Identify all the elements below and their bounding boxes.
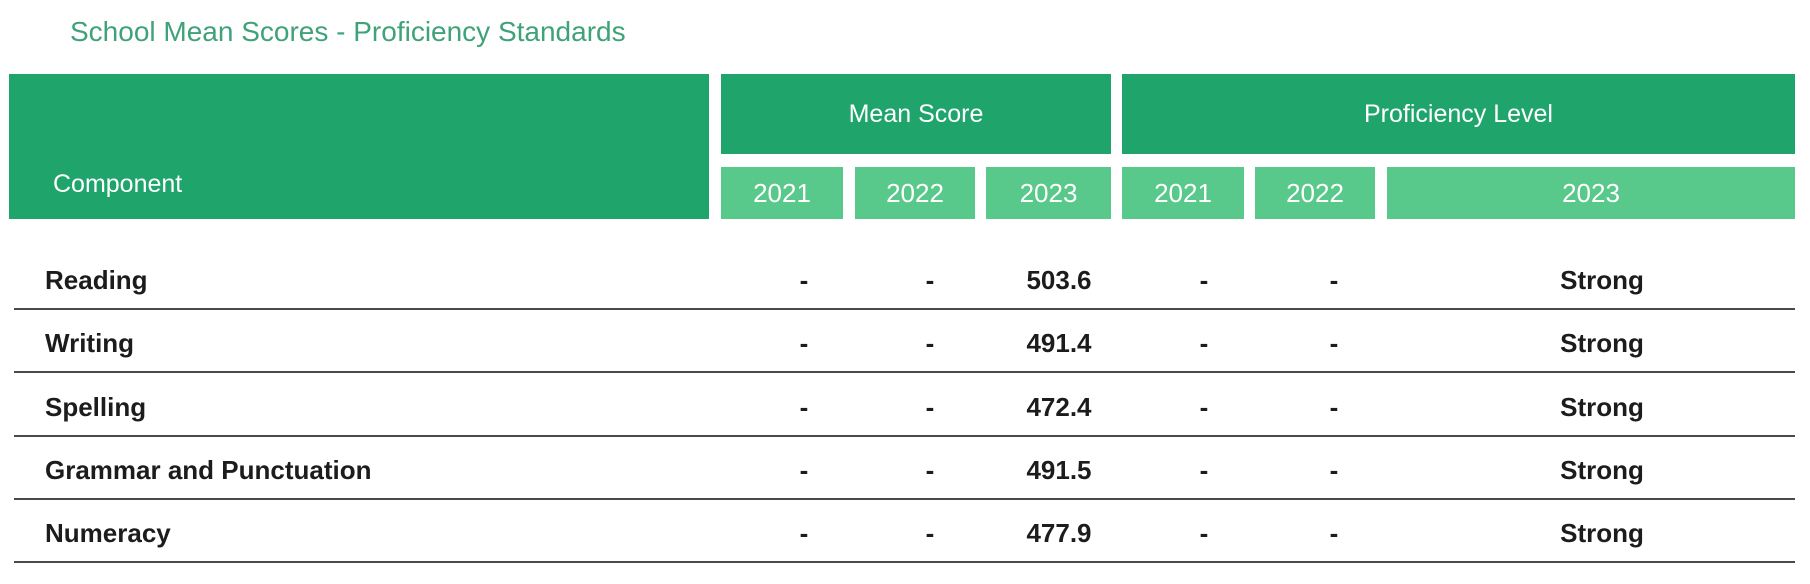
mean-2022-header: 2022 [855, 167, 975, 219]
page-title: School Mean Scores - Proficiency Standar… [70, 16, 626, 47]
prof-2023-value: Strong [1560, 517, 1644, 548]
prof-2021-value: - [1199, 327, 1209, 358]
mean-2022-value: - [925, 327, 935, 358]
component-name: Numeracy [45, 517, 171, 548]
prof-2021-value: - [1199, 391, 1209, 422]
component-name: Writing [45, 327, 135, 358]
table-row: Writing - - 491.4 - - Strong [14, 313, 1795, 373]
prof-2023-header: 2023 [1387, 167, 1795, 219]
mean-2023-value: 477.9 [1026, 517, 1092, 548]
mean-2022-value: - [925, 391, 935, 422]
mean-2023-value: 472.4 [1026, 391, 1092, 422]
mean-2021-value: - [799, 454, 809, 485]
component-name: Spelling [45, 391, 147, 422]
mean-2021-value: - [799, 264, 809, 295]
proficiency-level-group-header: Proficiency Level [1122, 74, 1795, 154]
table-row: Reading - - 503.6 - - Strong [14, 250, 1795, 310]
mean-2022-value: - [925, 264, 935, 295]
table-row: Grammar and Punctuation - - 491.5 - - St… [14, 440, 1795, 500]
prof-2022-header: 2022 [1255, 167, 1375, 219]
mean-2023-header: 2023 [986, 167, 1111, 219]
mean-2023-value: 491.5 [1026, 454, 1092, 485]
prof-2023-value: Strong [1560, 264, 1644, 295]
mean-2021-value: - [799, 517, 809, 548]
mean-2023-value: 491.4 [1026, 327, 1092, 358]
prof-2021-value: - [1199, 264, 1209, 295]
table-row: Spelling - - 472.4 - - Strong [14, 377, 1795, 437]
prof-2022-value: - [1329, 327, 1339, 358]
mean-2023-value: 503.6 [1026, 264, 1092, 295]
mean-2021-header: 2021 [721, 167, 843, 219]
component-column-header: Component [9, 74, 709, 219]
prof-2022-value: - [1329, 454, 1339, 485]
prof-2022-value: - [1329, 264, 1339, 295]
component-name: Grammar and Punctuation [45, 454, 372, 485]
prof-2022-value: - [1329, 517, 1339, 548]
prof-2023-value: Strong [1560, 454, 1644, 485]
mean-score-group-header: Mean Score [721, 74, 1111, 154]
prof-2021-value: - [1199, 517, 1209, 548]
prof-2021-header: 2021 [1122, 167, 1244, 219]
mean-2021-value: - [799, 327, 809, 358]
prof-2021-value: - [1199, 454, 1209, 485]
mean-2021-value: - [799, 391, 809, 422]
mean-2022-value: - [925, 517, 935, 548]
component-name: Reading [45, 264, 148, 295]
prof-2023-value: Strong [1560, 391, 1644, 422]
prof-2023-value: Strong [1560, 327, 1644, 358]
prof-2022-value: - [1329, 391, 1339, 422]
mean-2022-value: - [925, 454, 935, 485]
table-row: Numeracy - - 477.9 - - Strong [14, 503, 1795, 563]
